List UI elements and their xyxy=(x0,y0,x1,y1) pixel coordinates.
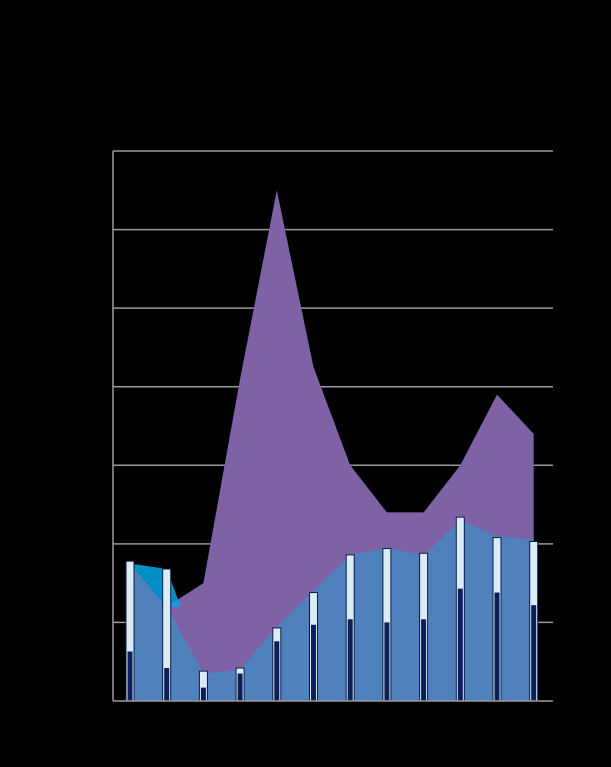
axis-layer xyxy=(112,151,553,702)
bar-inner xyxy=(127,651,133,701)
bar-inner xyxy=(164,668,170,701)
bar-inner xyxy=(384,622,390,701)
bar-inner xyxy=(347,619,353,701)
bar-inner xyxy=(200,687,206,701)
bar-inner xyxy=(311,624,316,701)
bar-inner xyxy=(237,673,243,701)
series-area-bottom xyxy=(130,520,534,701)
bar-inner xyxy=(274,641,280,701)
bar-inner xyxy=(531,605,537,701)
area-layer xyxy=(130,190,534,702)
bar-layer xyxy=(125,516,539,702)
bar-inner xyxy=(494,592,500,701)
bar-inner xyxy=(421,619,427,701)
bar-inner xyxy=(457,588,463,701)
